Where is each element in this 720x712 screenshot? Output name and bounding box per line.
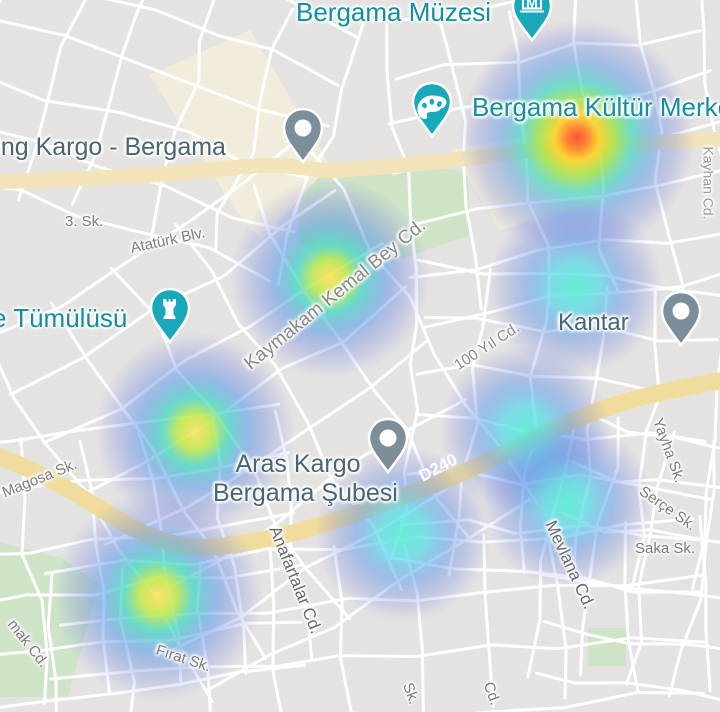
svg-text:M: M bbox=[526, 0, 538, 11]
